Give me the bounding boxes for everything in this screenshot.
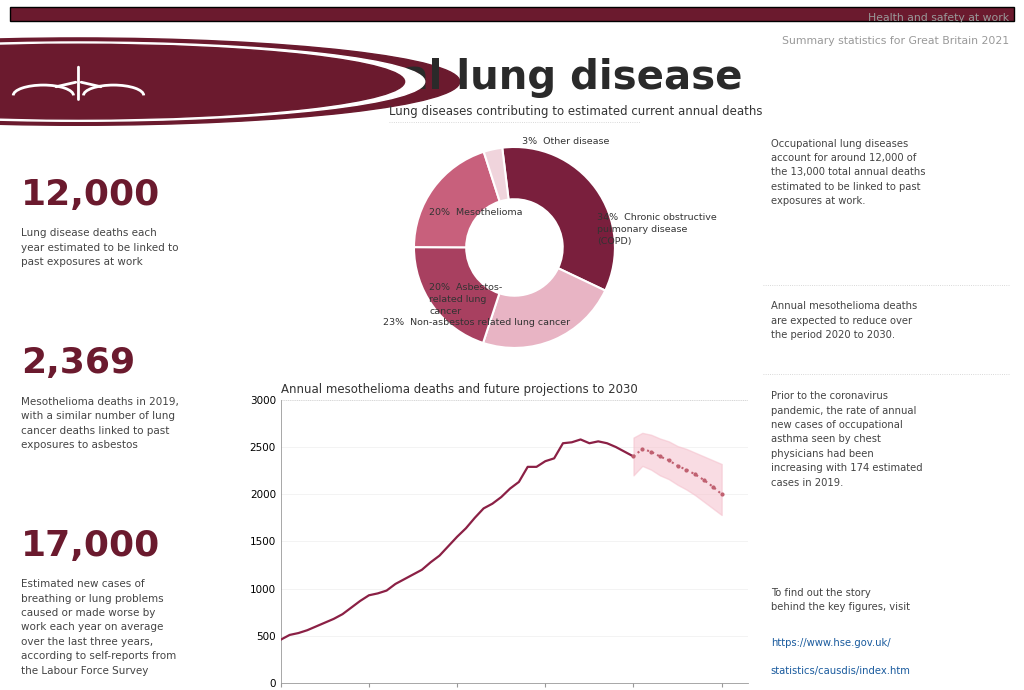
Text: 2,369: 2,369 (20, 346, 135, 380)
Circle shape (0, 38, 460, 126)
Text: Summary statistics for Great Britain 2021: Summary statistics for Great Britain 202… (781, 36, 1009, 46)
Text: Prior to the coronavirus
pandemic, the rate of annual
new cases of occupational
: Prior to the coronavirus pandemic, the r… (771, 391, 923, 488)
Wedge shape (483, 148, 509, 201)
Wedge shape (414, 247, 500, 343)
Text: 12,000: 12,000 (20, 178, 160, 212)
Text: 20%  Mesothelioma: 20% Mesothelioma (429, 208, 522, 217)
Text: Occupational lung disease: Occupational lung disease (145, 58, 742, 98)
Text: Mesothelioma deaths in 2019,
with a similar number of lung
cancer deaths linked : Mesothelioma deaths in 2019, with a simi… (20, 397, 178, 450)
Text: Annual mesothelioma deaths and future projections to 2030: Annual mesothelioma deaths and future pr… (281, 383, 638, 396)
Text: Occupational lung diseases
account for around 12,000 of
the 13,000 total annual : Occupational lung diseases account for a… (771, 139, 926, 206)
Text: 34%  Chronic obstructive
pulmonary disease
(COPD): 34% Chronic obstructive pulmonary diseas… (597, 213, 717, 246)
Circle shape (0, 42, 425, 121)
Circle shape (0, 44, 404, 119)
Text: 20%  Asbestos-
related lung
cancer: 20% Asbestos- related lung cancer (429, 284, 503, 316)
Text: 3%  Other disease: 3% Other disease (522, 137, 610, 146)
Text: statistics/causdis/index.htm: statistics/causdis/index.htm (771, 667, 910, 676)
Text: To find out the story
behind the key figures, visit: To find out the story behind the key fig… (771, 588, 909, 612)
Text: 17,000: 17,000 (20, 529, 160, 563)
Text: Health and safety at work: Health and safety at work (867, 12, 1009, 23)
FancyBboxPatch shape (10, 7, 1014, 21)
Text: https://www.hse.gov.uk/: https://www.hse.gov.uk/ (771, 638, 891, 648)
Wedge shape (414, 152, 500, 247)
Wedge shape (483, 268, 605, 348)
Text: Estimated new cases of
breathing or lung problems
caused or made worse by
work e: Estimated new cases of breathing or lung… (20, 580, 176, 676)
Text: 23%  Non-asbestos related lung cancer: 23% Non-asbestos related lung cancer (383, 318, 569, 327)
Wedge shape (502, 147, 615, 290)
Text: Lung diseases contributing to estimated current annual deaths: Lung diseases contributing to estimated … (389, 105, 762, 118)
Text: Lung disease deaths each
year estimated to be linked to
past exposures at work: Lung disease deaths each year estimated … (20, 228, 178, 267)
Text: Annual mesothelioma deaths
are expected to reduce over
the period 2020 to 2030.: Annual mesothelioma deaths are expected … (771, 302, 918, 340)
